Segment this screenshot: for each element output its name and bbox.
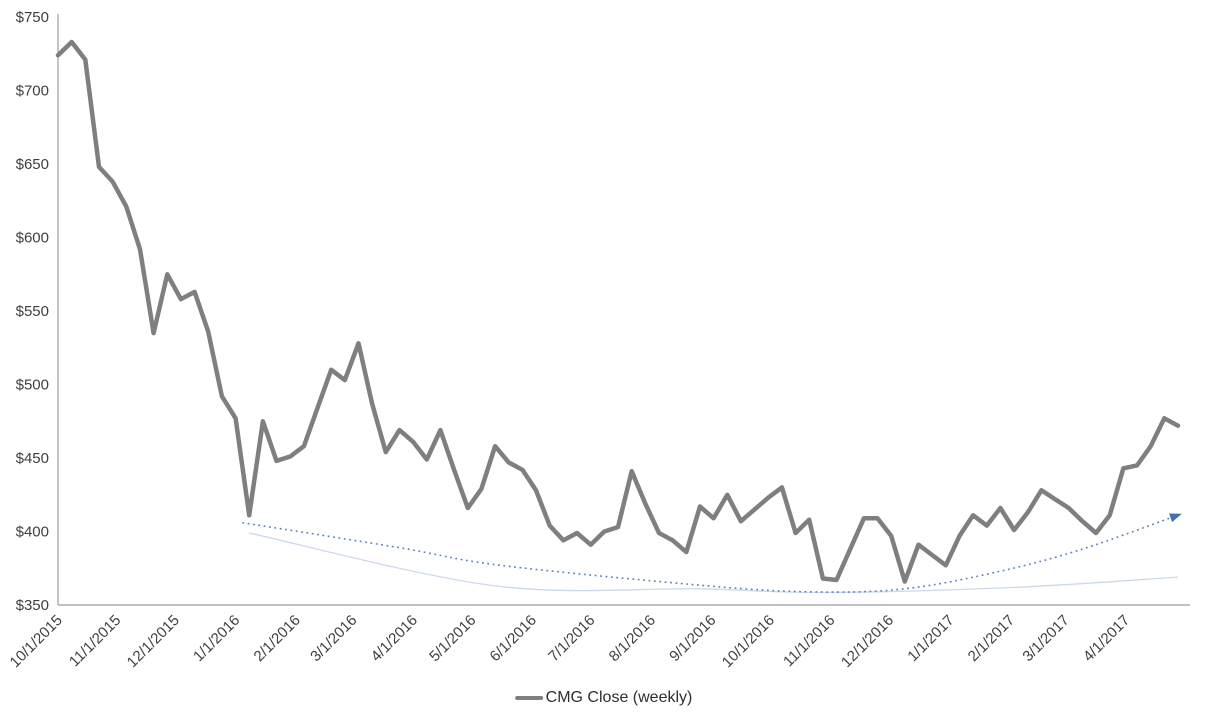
legend: CMG Close (weekly) <box>514 689 693 707</box>
cmg-close-series-line <box>55 39 1181 584</box>
x-axis-tick-label: 1/1/2017 <box>904 612 957 665</box>
x-axis-tick-label: 10/1/2015 <box>7 612 66 671</box>
x-axis-tick-label: 10/1/2016 <box>719 612 778 671</box>
y-axis-tick-label: $750 <box>16 9 49 26</box>
x-axis-tick-label: 6/1/2016 <box>487 612 540 665</box>
x-axis-tick-label: 7/1/2016 <box>545 612 598 665</box>
x-axis-tick-label: 5/1/2016 <box>426 612 479 665</box>
x-axis-tick-label: 2/1/2017 <box>965 612 1018 665</box>
legend-label: CMG Close (weekly) <box>545 689 693 706</box>
x-axis-tick-label: 3/1/2016 <box>307 612 360 665</box>
x-axis-tick-label: 11/1/2016 <box>780 612 838 670</box>
y-axis-tick-label: $500 <box>16 377 49 394</box>
x-axis-tick-label: 4/1/2017 <box>1080 612 1133 665</box>
trendline-arrowhead <box>1169 513 1182 523</box>
x-axis-tick-label: 12/1/2015 <box>124 612 183 671</box>
y-axis-tick-label: $450 <box>16 450 49 467</box>
x-axis-tick-label: 3/1/2017 <box>1019 612 1072 665</box>
dotted-forecast-trendline <box>242 515 1176 593</box>
x-axis-tick-label: 2/1/2016 <box>251 612 304 665</box>
x-axis-tick-label: 4/1/2016 <box>368 612 421 665</box>
y-axis-tick-label: $650 <box>16 156 49 173</box>
y-axis-tick-label: $400 <box>16 524 49 541</box>
y-axis-tick-label: $550 <box>16 303 49 320</box>
x-axis-tick-label: 1/1/2016 <box>190 612 243 665</box>
y-axis-tick-label: $350 <box>16 597 49 614</box>
y-axis-tick-label: $600 <box>16 230 49 247</box>
x-axis-tick-label: 12/1/2016 <box>838 612 897 671</box>
legend-line-swatch <box>514 696 543 700</box>
x-axis-tick-label: 11/1/2015 <box>66 612 124 670</box>
x-axis-tick-label: 8/1/2016 <box>606 612 659 665</box>
faint-solid-trendline <box>249 532 1179 594</box>
x-axis-tick-label: 9/1/2016 <box>666 612 719 665</box>
y-axis-tick-label: $700 <box>16 83 49 100</box>
